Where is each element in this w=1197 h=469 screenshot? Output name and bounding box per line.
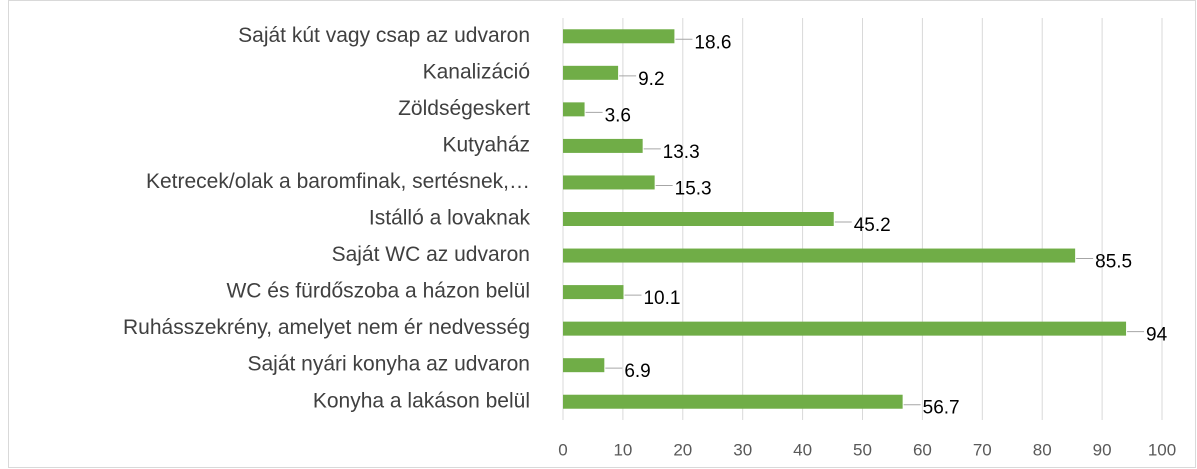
x-tick-label: 50	[853, 440, 872, 459]
data-label: 13.3	[663, 142, 700, 163]
bar	[563, 138, 643, 153]
x-tick-label: 10	[613, 440, 632, 459]
data-label: 9.2	[638, 69, 664, 90]
x-tick-label: 80	[1033, 440, 1052, 459]
chart-border	[8, 0, 1196, 468]
bar	[563, 358, 605, 373]
x-tick-label: 90	[1093, 440, 1112, 459]
y-tick-label: Kanalizáció	[423, 60, 530, 83]
x-tick-label: 70	[973, 440, 992, 459]
y-tick-label: Saját WC az udvaron	[332, 243, 530, 266]
x-tick-label: 0	[558, 440, 567, 459]
bar	[563, 102, 585, 117]
bar	[563, 285, 624, 300]
data-label: 15.3	[675, 178, 712, 199]
bar	[563, 212, 834, 226]
data-label: 94	[1146, 325, 1168, 346]
y-tick-label: Ruhásszekrény, amelyet nem ér nedvesség	[123, 316, 530, 339]
y-tick-label: Kutyaház	[442, 133, 530, 156]
data-label: 85.5	[1095, 252, 1132, 273]
x-tick-label: 60	[913, 440, 932, 459]
data-label: 10.1	[643, 288, 680, 309]
y-tick-label: Istálló a lovaknak	[369, 207, 531, 230]
y-tick-label: Saját kút vagy csap az udvaron	[238, 24, 530, 47]
y-tick-label: Konyha a lakáson belül	[313, 389, 530, 412]
data-label: 56.7	[923, 398, 960, 419]
x-tick-label: 30	[733, 440, 752, 459]
y-tick-label: WC és fürdőszoba a házon belül	[226, 280, 530, 303]
y-tick-label: Ketrecek/olak a baromfinak, sertésnek,…	[146, 170, 530, 193]
x-tick-label: 40	[793, 440, 812, 459]
x-tick-label: 100	[1148, 440, 1176, 459]
data-label: 18.6	[694, 32, 731, 53]
x-tick-label: 20	[673, 440, 692, 459]
data-label: 3.6	[605, 105, 631, 126]
bar	[563, 394, 903, 409]
y-tick-label: Saját nyári konyha az udvaron	[247, 353, 530, 376]
bar	[563, 175, 655, 190]
bar	[563, 321, 1127, 336]
bar	[563, 248, 1076, 263]
data-label: 6.9	[624, 361, 650, 382]
bar	[563, 65, 619, 80]
bar	[563, 29, 675, 44]
y-tick-label: Zöldségeskert	[398, 97, 530, 120]
data-label: 45.2	[854, 215, 891, 236]
